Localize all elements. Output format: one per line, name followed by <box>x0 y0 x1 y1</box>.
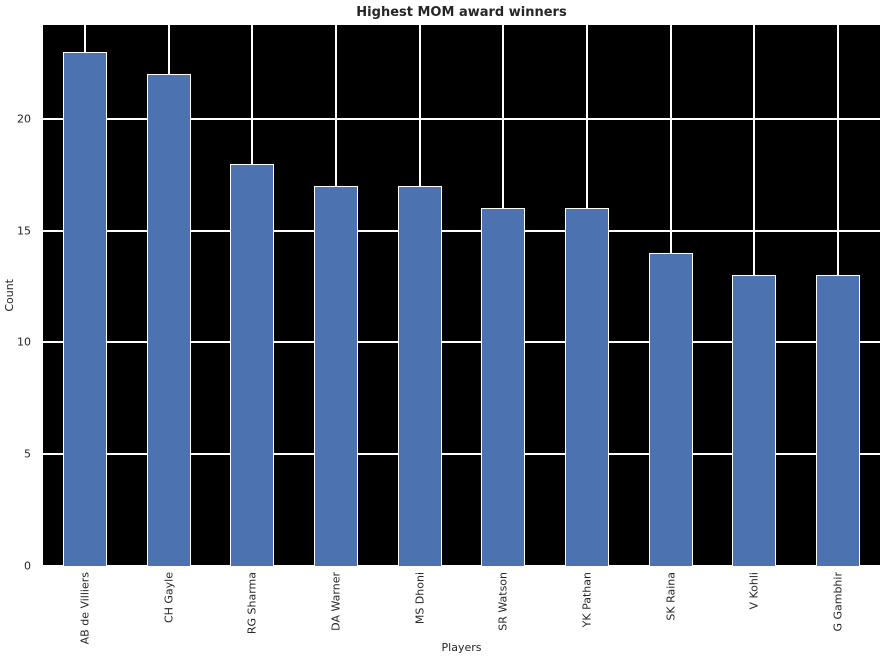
y-tick-label: 20 <box>17 112 31 126</box>
x-tick-label: V Kohli <box>747 572 761 610</box>
y-tick-labels: 0 5 10 15 20 <box>0 25 37 572</box>
bar-sk-raina <box>648 253 693 566</box>
x-tick-label: RG Sharma <box>245 572 259 635</box>
bar-ab-de-villiers <box>62 51 107 566</box>
x-tick-label: G Gambhir <box>831 572 845 632</box>
bar-sr-watson <box>481 208 526 566</box>
x-tick-label: AB de Villiers <box>78 572 92 645</box>
bar-ms-dhoni <box>397 185 442 566</box>
h-gridline <box>43 453 880 456</box>
bar-g-gambhir <box>816 275 861 566</box>
bar-rg-sharma <box>230 163 275 566</box>
x-tick-label: DA Warner <box>329 572 343 631</box>
bar-v-kohli <box>732 275 777 566</box>
x-axis-label: Players <box>441 641 482 654</box>
h-gridline <box>43 565 880 567</box>
x-tick-label: SR Watson <box>496 572 510 631</box>
x-tick-label: SK Raina <box>664 572 678 621</box>
y-tick-label: 10 <box>17 335 31 349</box>
bar-yk-pathan <box>565 208 610 566</box>
y-tick-label: 5 <box>24 447 31 461</box>
y-tick-label: 15 <box>17 224 31 238</box>
h-gridline <box>43 117 880 120</box>
h-gridline <box>43 229 880 232</box>
chart-title: Highest MOM award winners <box>356 5 567 20</box>
x-tick-label: MS Dhoni <box>413 572 427 625</box>
bars <box>43 25 880 566</box>
x-tick-label: CH Gayle <box>162 572 176 624</box>
bar-ch-gayle <box>146 74 191 566</box>
plot-area <box>43 25 880 567</box>
bar-da-warner <box>313 185 358 566</box>
y-tick-label: 0 <box>24 559 31 573</box>
h-gridline <box>43 341 880 344</box>
x-tick-label: YK Pathan <box>580 572 594 628</box>
x-tick-labels: AB de Villiers CH Gayle RG Sharma DA Warner… <box>43 572 880 645</box>
